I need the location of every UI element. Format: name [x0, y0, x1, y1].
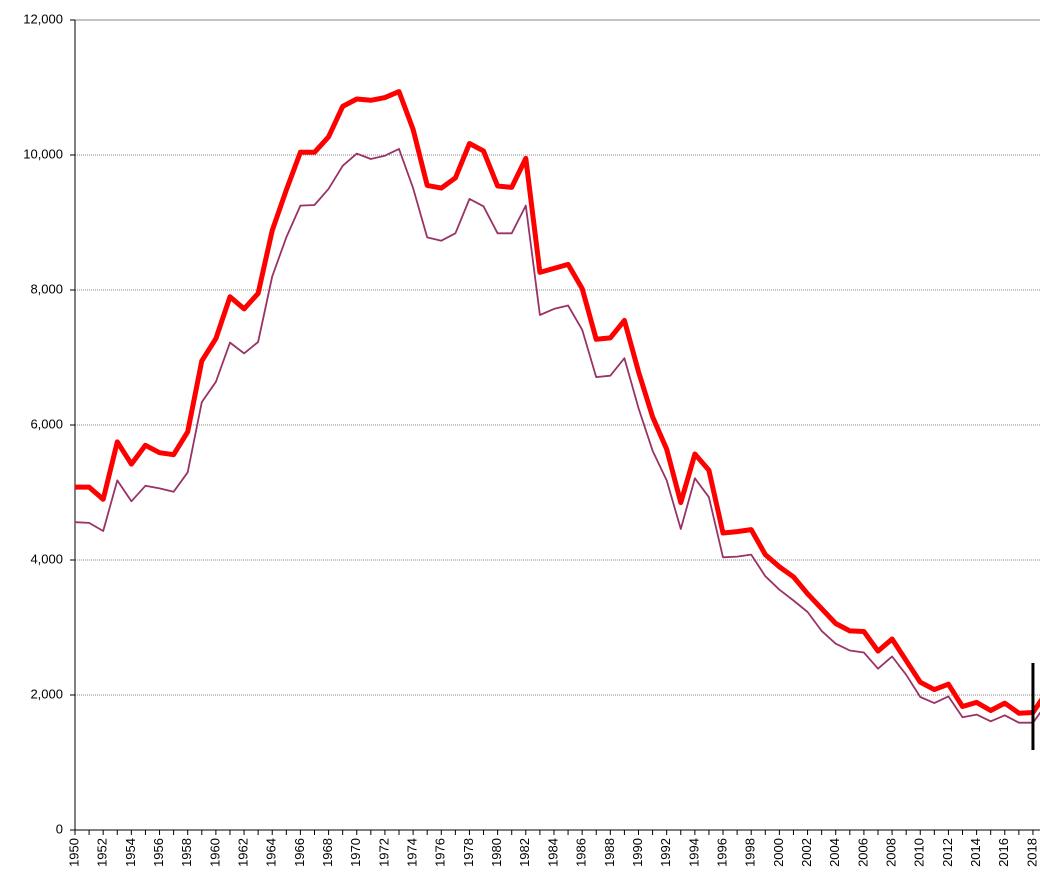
- y-tick-label: 12,000: [23, 11, 63, 26]
- x-tick-label: 1970: [348, 838, 363, 867]
- x-tick-label: 1968: [320, 838, 335, 867]
- x-tick-label: 1976: [433, 838, 448, 867]
- x-tick-label: 1950: [66, 838, 81, 867]
- x-tick-label: 1972: [376, 838, 391, 867]
- x-tick-label: 1990: [630, 838, 645, 867]
- x-tick-label: 1966: [292, 838, 307, 867]
- x-tick-label: 1980: [489, 838, 504, 867]
- x-tick-label: 1994: [686, 838, 701, 867]
- x-tick-label: 2006: [855, 838, 870, 867]
- y-tick-label: 6,000: [30, 416, 63, 431]
- x-tick-label: 2004: [827, 838, 842, 867]
- x-tick-label: 1984: [545, 838, 560, 867]
- x-tick-label: 1962: [235, 838, 250, 867]
- x-tick-label: 1956: [151, 838, 166, 867]
- x-tick-label: 1952: [95, 838, 110, 867]
- x-tick-label: 1958: [179, 838, 194, 867]
- x-tick-label: 1982: [517, 838, 532, 867]
- series-line: [75, 148, 1040, 724]
- x-tick-label: 1996: [714, 838, 729, 867]
- x-tick-label: 1986: [574, 838, 589, 867]
- x-tick-label: 1998: [743, 838, 758, 867]
- x-tick-label: 2002: [799, 838, 814, 867]
- x-tick-label: 1992: [658, 838, 673, 867]
- plot-area: [75, 89, 1040, 724]
- x-tick-label: 2018: [1024, 838, 1039, 867]
- x-tick-label: 1964: [264, 838, 279, 867]
- x-tick-label: 2000: [771, 838, 786, 867]
- x-tick-label: 1988: [602, 838, 617, 867]
- x-tick-label: 2012: [940, 838, 955, 867]
- x-tick-label: 1954: [123, 838, 138, 867]
- y-tick-label: 2,000: [30, 686, 63, 701]
- x-tick-label: 2008: [884, 838, 899, 867]
- x-tick-label: 1974: [405, 838, 420, 867]
- x-tick-label: 1978: [461, 838, 476, 867]
- series-line: [75, 89, 1040, 716]
- x-tick-label: 2014: [968, 838, 983, 867]
- y-tick-label: 4,000: [30, 551, 63, 566]
- y-tick-label: 0: [56, 821, 63, 836]
- y-tick-label: 8,000: [30, 281, 63, 296]
- x-tick-label: 1960: [207, 838, 222, 867]
- x-tick-label: 2016: [996, 838, 1011, 867]
- y-tick-label: 10,000: [23, 146, 63, 161]
- x-tick-label: 2010: [912, 838, 927, 867]
